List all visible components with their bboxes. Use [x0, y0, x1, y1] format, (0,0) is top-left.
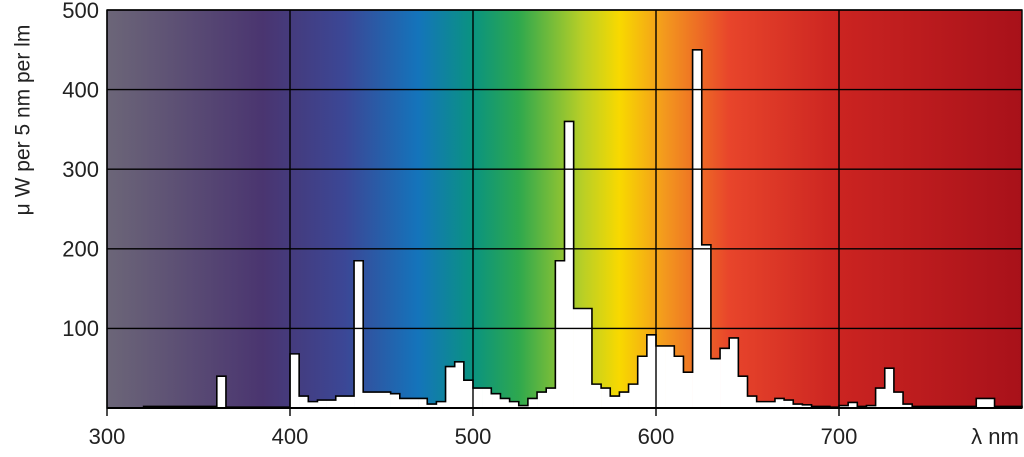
bar	[473, 388, 483, 408]
bar	[701, 244, 712, 408]
bar	[683, 372, 693, 408]
bar	[390, 393, 401, 408]
bar	[839, 405, 849, 408]
bar	[646, 334, 657, 408]
bar	[884, 368, 895, 408]
bar	[518, 405, 529, 408]
bar	[344, 396, 355, 408]
bar	[363, 392, 373, 408]
bar	[317, 400, 327, 408]
y-tick-label: 100	[62, 316, 99, 341]
bar	[976, 398, 986, 408]
bar	[866, 405, 876, 408]
bar	[381, 392, 391, 408]
bar	[875, 388, 886, 408]
bar	[299, 396, 309, 408]
bar	[290, 353, 300, 408]
bar	[537, 392, 547, 408]
bar	[582, 308, 593, 408]
y-tick-label: 300	[62, 157, 99, 182]
bar	[601, 388, 611, 408]
bar	[555, 260, 565, 408]
bar	[408, 398, 419, 408]
bar	[216, 376, 227, 408]
bar	[729, 337, 739, 408]
bar	[720, 348, 730, 408]
bar	[482, 388, 492, 408]
bar	[793, 404, 803, 408]
bar	[436, 401, 446, 408]
bar	[665, 345, 675, 408]
bar	[418, 398, 428, 408]
x-tick-label: 500	[455, 424, 492, 449]
histogram-outline	[142, 49, 1023, 409]
bar	[756, 401, 767, 408]
bar	[500, 398, 510, 408]
y-tick-label: 200	[62, 237, 99, 262]
bar	[710, 358, 721, 408]
x-axis-label: λ nm	[971, 424, 1019, 449]
bar	[335, 396, 346, 408]
bar	[637, 356, 648, 408]
bar	[802, 404, 812, 408]
bar	[903, 404, 913, 408]
x-tick-label: 600	[638, 424, 675, 449]
x-tick-label: 700	[821, 424, 858, 449]
bar	[656, 345, 666, 408]
bar	[747, 396, 757, 408]
bar	[326, 400, 337, 408]
bar	[527, 398, 538, 408]
bar	[692, 49, 703, 409]
bar	[765, 401, 776, 408]
bar	[619, 392, 629, 408]
bar	[985, 398, 995, 408]
bar	[308, 401, 318, 408]
x-tick-label: 400	[272, 424, 309, 449]
bar	[546, 388, 556, 408]
bar	[610, 396, 620, 408]
bar	[509, 401, 520, 408]
bar	[628, 384, 638, 408]
bar	[893, 392, 904, 408]
bar	[445, 366, 455, 408]
bar	[774, 398, 785, 408]
bar	[738, 376, 748, 408]
bar	[454, 361, 465, 408]
x-tick-label: 300	[89, 424, 126, 449]
bar	[354, 260, 364, 408]
bar	[399, 398, 410, 408]
bar	[848, 402, 858, 408]
bar	[573, 308, 584, 408]
bar	[372, 392, 382, 408]
bar	[564, 121, 574, 408]
bar	[591, 384, 602, 408]
y-axis-label: μ W per 5 nm per lm	[12, 25, 35, 216]
y-tick-label: 400	[62, 77, 99, 102]
bar	[491, 393, 501, 408]
y-tick-label: 500	[62, 0, 99, 23]
bar	[427, 404, 437, 408]
bar	[674, 356, 684, 408]
bar	[463, 380, 474, 408]
bar	[784, 400, 794, 408]
